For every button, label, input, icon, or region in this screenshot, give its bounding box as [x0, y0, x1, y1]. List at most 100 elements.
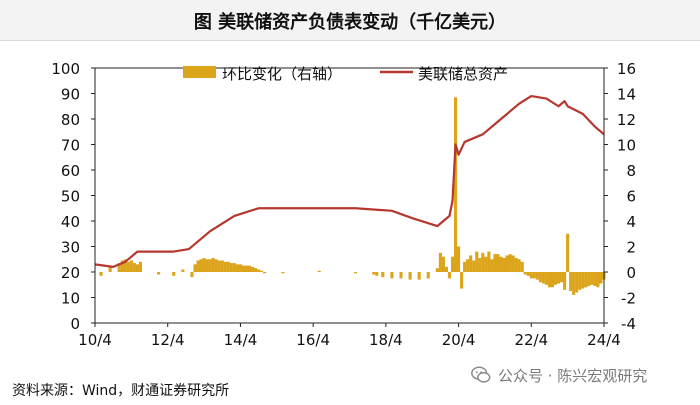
bar	[563, 272, 567, 290]
left-tick-label: 20	[61, 264, 80, 282]
bar	[496, 254, 500, 272]
bar	[138, 261, 142, 272]
right-tick-label: 14	[617, 86, 636, 104]
bar	[587, 272, 591, 287]
bar	[547, 272, 552, 288]
right-tick-label: 2	[626, 239, 636, 257]
bar	[390, 272, 394, 279]
bar	[317, 270, 321, 272]
bar	[381, 272, 385, 278]
bar	[484, 256, 488, 272]
left-tick-label: 60	[61, 162, 80, 180]
bar	[463, 261, 467, 272]
legend: 环比变化（右轴） 美联储总资产	[183, 65, 508, 83]
bar	[529, 272, 533, 279]
bar	[247, 265, 252, 273]
bar	[220, 260, 224, 272]
bar	[214, 259, 218, 272]
bar	[490, 259, 494, 272]
bar	[217, 260, 221, 272]
x-tick-label: 20/4	[442, 331, 476, 349]
bar	[251, 266, 255, 272]
bar	[202, 257, 206, 272]
x-tick-label: 14/4	[224, 331, 258, 349]
bar	[108, 265, 112, 273]
bar	[517, 259, 521, 272]
bar	[226, 261, 230, 272]
right-tick-label: 12	[617, 111, 636, 129]
bar	[566, 233, 570, 272]
bar	[457, 246, 461, 272]
bar	[520, 261, 524, 272]
bar	[584, 272, 588, 288]
bar	[132, 263, 136, 272]
bar	[475, 251, 479, 272]
bar	[596, 272, 600, 288]
bar	[550, 272, 555, 288]
bar	[172, 272, 176, 276]
bar	[354, 272, 358, 274]
right-tick-label: -2	[621, 290, 636, 308]
chart-title: 图 美联储资产负债表变动（千亿美元）	[193, 12, 507, 33]
bar	[444, 266, 448, 272]
x-tick-label: 16/4	[296, 331, 330, 349]
bar	[460, 272, 464, 289]
bar	[493, 254, 497, 272]
bar	[578, 272, 582, 290]
right-tick-label: 16	[617, 60, 636, 78]
bar	[208, 259, 212, 272]
legend-swatch-bar	[183, 66, 216, 78]
left-tick-label: 40	[61, 213, 80, 231]
bar	[599, 272, 603, 284]
bar	[129, 260, 133, 272]
bar	[399, 272, 403, 279]
bar	[502, 257, 506, 272]
bar	[472, 260, 476, 272]
wechat-icon	[471, 366, 491, 383]
bar	[541, 272, 545, 284]
plot-frame	[94, 67, 605, 324]
bar	[535, 272, 539, 280]
x-tick-label: 18/4	[369, 331, 403, 349]
bar	[135, 264, 139, 272]
bar	[408, 272, 412, 280]
bar	[441, 256, 445, 272]
right-tick-label: 6	[626, 188, 636, 206]
x-tick-label: 12/4	[151, 331, 185, 349]
bar	[481, 252, 485, 273]
bar	[499, 256, 503, 272]
legend-label-bar: 环比变化（右轴）	[222, 65, 342, 83]
bar	[505, 255, 509, 272]
bar	[575, 272, 579, 293]
bar	[257, 269, 261, 272]
bar	[426, 272, 430, 279]
left-tick-label: 90	[61, 86, 80, 104]
bar	[447, 272, 452, 279]
right-tick-label: -4	[621, 315, 636, 333]
bar	[99, 272, 103, 276]
bar	[469, 255, 473, 272]
bar	[229, 263, 233, 272]
legend-label-line: 美联储总资产	[418, 65, 508, 83]
bar	[487, 251, 491, 272]
bar	[508, 254, 512, 272]
bar	[126, 261, 130, 272]
right-tick-label: 8	[626, 162, 636, 180]
bar	[263, 272, 267, 274]
bar	[466, 259, 470, 272]
bar	[478, 257, 482, 272]
left-tick-label: 70	[61, 137, 80, 155]
line-series	[94, 94, 605, 268]
bar	[211, 257, 215, 272]
watermark-text: 公众号 · 陈兴宏观研究	[498, 366, 648, 385]
bar	[553, 272, 558, 285]
bar	[544, 272, 548, 285]
bar	[560, 272, 564, 283]
x-tick-label: 24/4	[587, 331, 621, 349]
bar	[453, 97, 458, 272]
bar	[372, 272, 376, 275]
bar	[193, 264, 197, 272]
bar	[581, 272, 585, 289]
total-assets-line	[94, 94, 605, 268]
